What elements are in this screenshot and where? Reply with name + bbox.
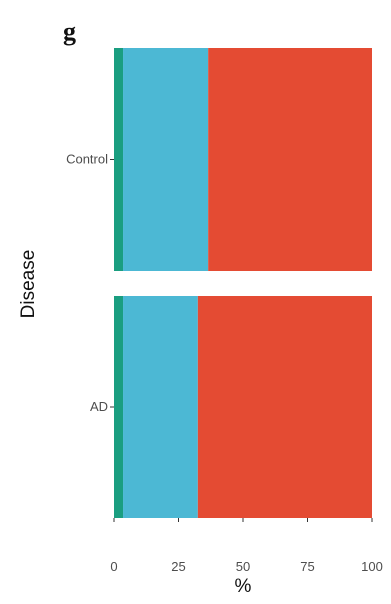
bars-layer	[114, 48, 372, 518]
bar-segment-ad-2	[123, 296, 198, 518]
y-tick-label-control: Control	[66, 152, 108, 167]
bar-segment-control-2	[123, 48, 209, 271]
y-axis-ticks: Control AD	[66, 152, 114, 414]
y-axis-title: Disease	[18, 250, 39, 319]
bar-segment-ad-3	[197, 296, 372, 518]
x-axis-ticks: 0 25 50 75 100	[110, 518, 383, 574]
x-tick-label-0: 0	[110, 559, 117, 574]
panel-label: g	[63, 17, 76, 46]
x-tick-label-100: 100	[361, 559, 383, 574]
x-tick-label-75: 75	[300, 559, 314, 574]
x-tick-label-25: 25	[171, 559, 185, 574]
y-tick-label-ad: AD	[90, 399, 108, 414]
bar-segment-ad-1	[114, 296, 124, 518]
x-tick-label-50: 50	[236, 559, 250, 574]
bar-segment-control-1	[114, 48, 124, 271]
bar-segment-control-3	[208, 48, 372, 271]
x-axis-title: %	[235, 576, 252, 597]
